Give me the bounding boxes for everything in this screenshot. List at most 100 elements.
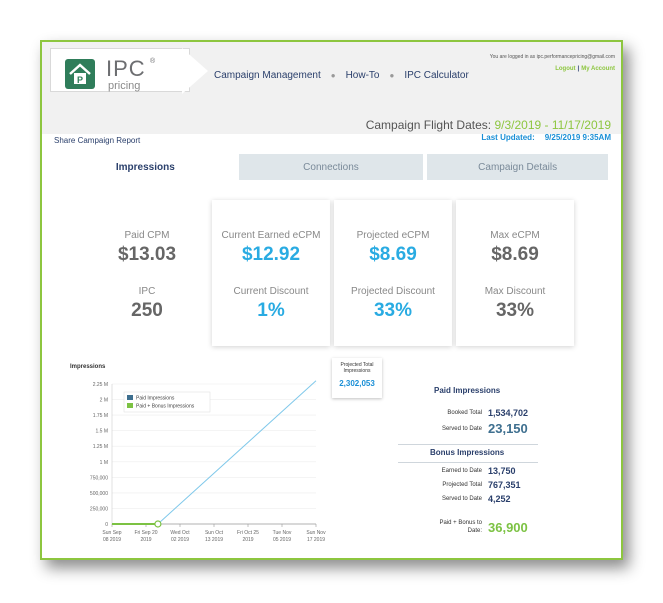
projected-discount-value: 33% <box>373 300 413 321</box>
y-tick-label: 2.25 M <box>93 382 108 388</box>
y-tick-label: 1.75 M <box>93 413 108 419</box>
share-campaign-report-link[interactable]: Share Campaign Report <box>54 136 141 145</box>
paid-bonus-label-line2: Date: <box>467 528 482 534</box>
nav-how-to[interactable]: How-To <box>345 70 380 81</box>
legend-label: Paid Impressions <box>136 396 175 402</box>
tab-campaign-details[interactable]: Campaign Details <box>427 154 608 180</box>
max-ecpm-label: Max eCPM <box>490 230 540 241</box>
chart-title: Impressions <box>70 364 106 370</box>
flight-value: 9/3/2019 - 11/17/2019 <box>494 118 611 132</box>
nav-separator: ● <box>389 71 395 80</box>
current-discount-value: 1% <box>257 300 285 321</box>
account-links: Logout | My Account <box>555 66 615 72</box>
earned-to-date-label: Earned to Date <box>441 468 482 474</box>
projected-total-bonus-label: Projected Total <box>442 482 482 488</box>
paid-impressions-heading: Paid Impressions <box>434 386 501 395</box>
current-discount-label: Current Discount <box>233 286 309 297</box>
main-nav: Campaign Management ● How-To ● IPC Calcu… <box>214 70 469 81</box>
impressions-chart: 2.25 M 2 M 1.75 M 1.5 M 1.25 M 1 M 750,000 500,… <box>90 380 326 543</box>
y-tick-label: 1.25 M <box>93 444 108 450</box>
legend-swatch <box>127 395 133 400</box>
last-updated: Last Updated: 9/25/2019 9:35AM <box>481 133 611 142</box>
current-point-marker <box>154 520 162 528</box>
paid-bonus-value: 36,900 <box>488 520 528 535</box>
x-tick-label: Sun Sep <box>102 530 121 536</box>
projected-total-label: Projected Total Impressions <box>340 362 374 374</box>
logo-letter: P <box>77 75 83 85</box>
y-tick-label: 1.5 M <box>95 429 108 435</box>
dashboard-frame: P IPC ® pricing Campaign Management ● Ho… <box>40 40 623 560</box>
kpi-earned-card: Current Earned eCPM $12.92 Current Disco… <box>212 200 330 346</box>
nav-ipc-calculator[interactable]: IPC Calculator <box>404 70 469 81</box>
paid-served-value: 23,150 <box>488 421 528 436</box>
nav-separator: ● <box>330 71 336 80</box>
x-tick-label: Sun Oct <box>205 530 224 536</box>
y-tick-label: 1 M <box>100 460 108 466</box>
x-tick-label: 2019 <box>242 537 253 543</box>
x-tick-label: Wed Oct <box>170 530 190 536</box>
x-tick-label: Fri Oct 25 <box>237 530 259 536</box>
x-tick-label: 05 2019 <box>273 537 291 543</box>
bonus-served-label: Served to Date <box>441 496 482 502</box>
projected-ecpm-label: Projected eCPM <box>356 230 430 241</box>
earned-to-date-value: 13,750 <box>488 466 516 476</box>
projection-line <box>157 380 317 525</box>
paid-cpm-label: Paid CPM <box>124 230 170 241</box>
logout-link[interactable]: Logout <box>555 66 576 72</box>
y-tick-label: 500,000 <box>90 491 108 497</box>
tab-impressions[interactable]: Impressions <box>52 154 239 180</box>
logged-in-user: You are logged in as ipc.performancepric… <box>489 54 615 60</box>
bonus-impressions-heading: Bonus Impressions <box>430 448 505 457</box>
y-tick-label: 0 <box>105 522 108 528</box>
legend-swatch <box>127 403 133 408</box>
legend-box <box>123 391 211 413</box>
x-tick-label: 13 2019 <box>205 537 223 543</box>
updated-value: 9/25/2019 9:35AM <box>544 133 611 142</box>
projected-ecpm-value: $8.69 <box>369 244 417 265</box>
campaign-flight-dates: Campaign Flight Dates: 9/3/2019 - 11/17/… <box>366 118 611 132</box>
summary-divider <box>398 444 538 445</box>
ipc-logo[interactable]: P IPC ® pricing <box>50 48 190 92</box>
booked-total-label: Booked Total <box>447 410 482 416</box>
ipc-label: IPC <box>138 286 156 297</box>
ipc-value: 250 <box>131 300 163 321</box>
report-tabs: Impressions Connections Campaign Details <box>52 154 608 180</box>
logo-registered-mark: ® <box>150 58 156 65</box>
my-account-link[interactable]: My Account <box>581 66 615 72</box>
earned-ecpm-label: Current Earned eCPM <box>221 230 321 241</box>
legend-label: Paid + Bonus Impressions <box>136 404 195 410</box>
logo-subtext: pricing <box>108 80 141 92</box>
x-tick-label: 08 2019 <box>103 537 121 543</box>
link-divider: | <box>577 66 580 72</box>
y-tick-label: 2 M <box>100 398 108 404</box>
x-tick-label: 2019 <box>140 537 151 543</box>
max-discount-value: 33% <box>495 300 535 321</box>
projected-discount-label: Projected Discount <box>351 286 435 297</box>
tab-connections[interactable]: Connections <box>238 154 424 180</box>
y-tick-label: 250,000 <box>90 506 108 512</box>
flight-label: Campaign Flight Dates: <box>365 118 492 132</box>
max-ecpm-value: $8.69 <box>491 244 539 265</box>
kpi-paid-column: Paid CPM $13.03 IPC 250 <box>88 200 206 346</box>
projected-total-box: Projected Total Impressions 2,302,053 <box>332 358 382 398</box>
bonus-served-value: 4,252 <box>488 494 511 504</box>
x-tick-label: Fri Sep 20 <box>134 530 157 536</box>
x-tick-label: Sun Nov <box>306 530 326 536</box>
projected-total-value: 2,302,053 <box>339 379 375 388</box>
logo-text: IPC <box>106 56 146 81</box>
earned-ecpm-value: $12.92 <box>241 244 301 265</box>
y-tick-label: 750,000 <box>90 475 108 481</box>
paid-cpm-value: $13.03 <box>117 244 177 265</box>
x-tick-label: Tue Nov <box>273 530 292 536</box>
logo-chevron <box>182 48 208 94</box>
kpi-projected-card: Projected eCPM $8.69 Projected Discount … <box>334 200 452 346</box>
updated-label: Last Updated: <box>481 133 535 142</box>
nav-campaign-management[interactable]: Campaign Management <box>214 70 321 81</box>
booked-total-value: 1,534,702 <box>488 408 529 418</box>
max-discount-label: Max Discount <box>484 286 546 297</box>
projected-total-bonus-value: 767,351 <box>488 480 521 490</box>
summary-divider <box>398 462 538 463</box>
house-logo-icon: P <box>65 59 95 89</box>
x-tick-label: 17 2019 <box>307 537 325 543</box>
x-tick-label: 02 2019 <box>171 537 189 543</box>
